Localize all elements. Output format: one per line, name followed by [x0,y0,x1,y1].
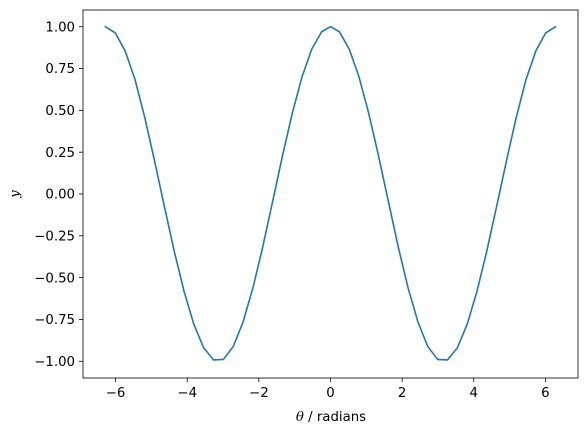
x-tick-label: 2 [398,386,406,401]
x-tick-label: 0 [326,386,334,401]
x-tick-label: −4 [177,386,197,401]
y-tick-label: 0.75 [45,62,75,77]
plot-area [82,9,579,379]
y-tick-label: −0.75 [34,313,75,328]
series-line-0 [104,25,557,361]
y-tick-label: 0.25 [45,146,75,161]
x-axis-label-symbol: θ [296,410,304,425]
x-axis-label: θ / radians [296,410,366,425]
axis-ticks: −6 −4 −2 0 2 4 6 1.00 0.75 0.50 0.25 0.00 −0.25 −0.50… [34,20,549,401]
y-tick-label: 1.00 [45,20,75,35]
y-tick-label: −1.00 [34,355,75,370]
x-tick-label: 4 [470,386,478,401]
y-tick-label: 0.00 [45,188,75,203]
x-tick-label: −2 [249,386,269,401]
x-tick-label: −6 [106,386,126,401]
x-axis-label-text: / radians [304,410,366,425]
y-tick-label: −0.25 [34,230,75,245]
axes-frame [82,9,579,379]
x-tick-label: 6 [541,386,549,401]
y-tick-label: −0.50 [34,271,75,286]
y-tick-label: 0.50 [45,104,75,119]
y-axis-label: y [8,190,23,199]
